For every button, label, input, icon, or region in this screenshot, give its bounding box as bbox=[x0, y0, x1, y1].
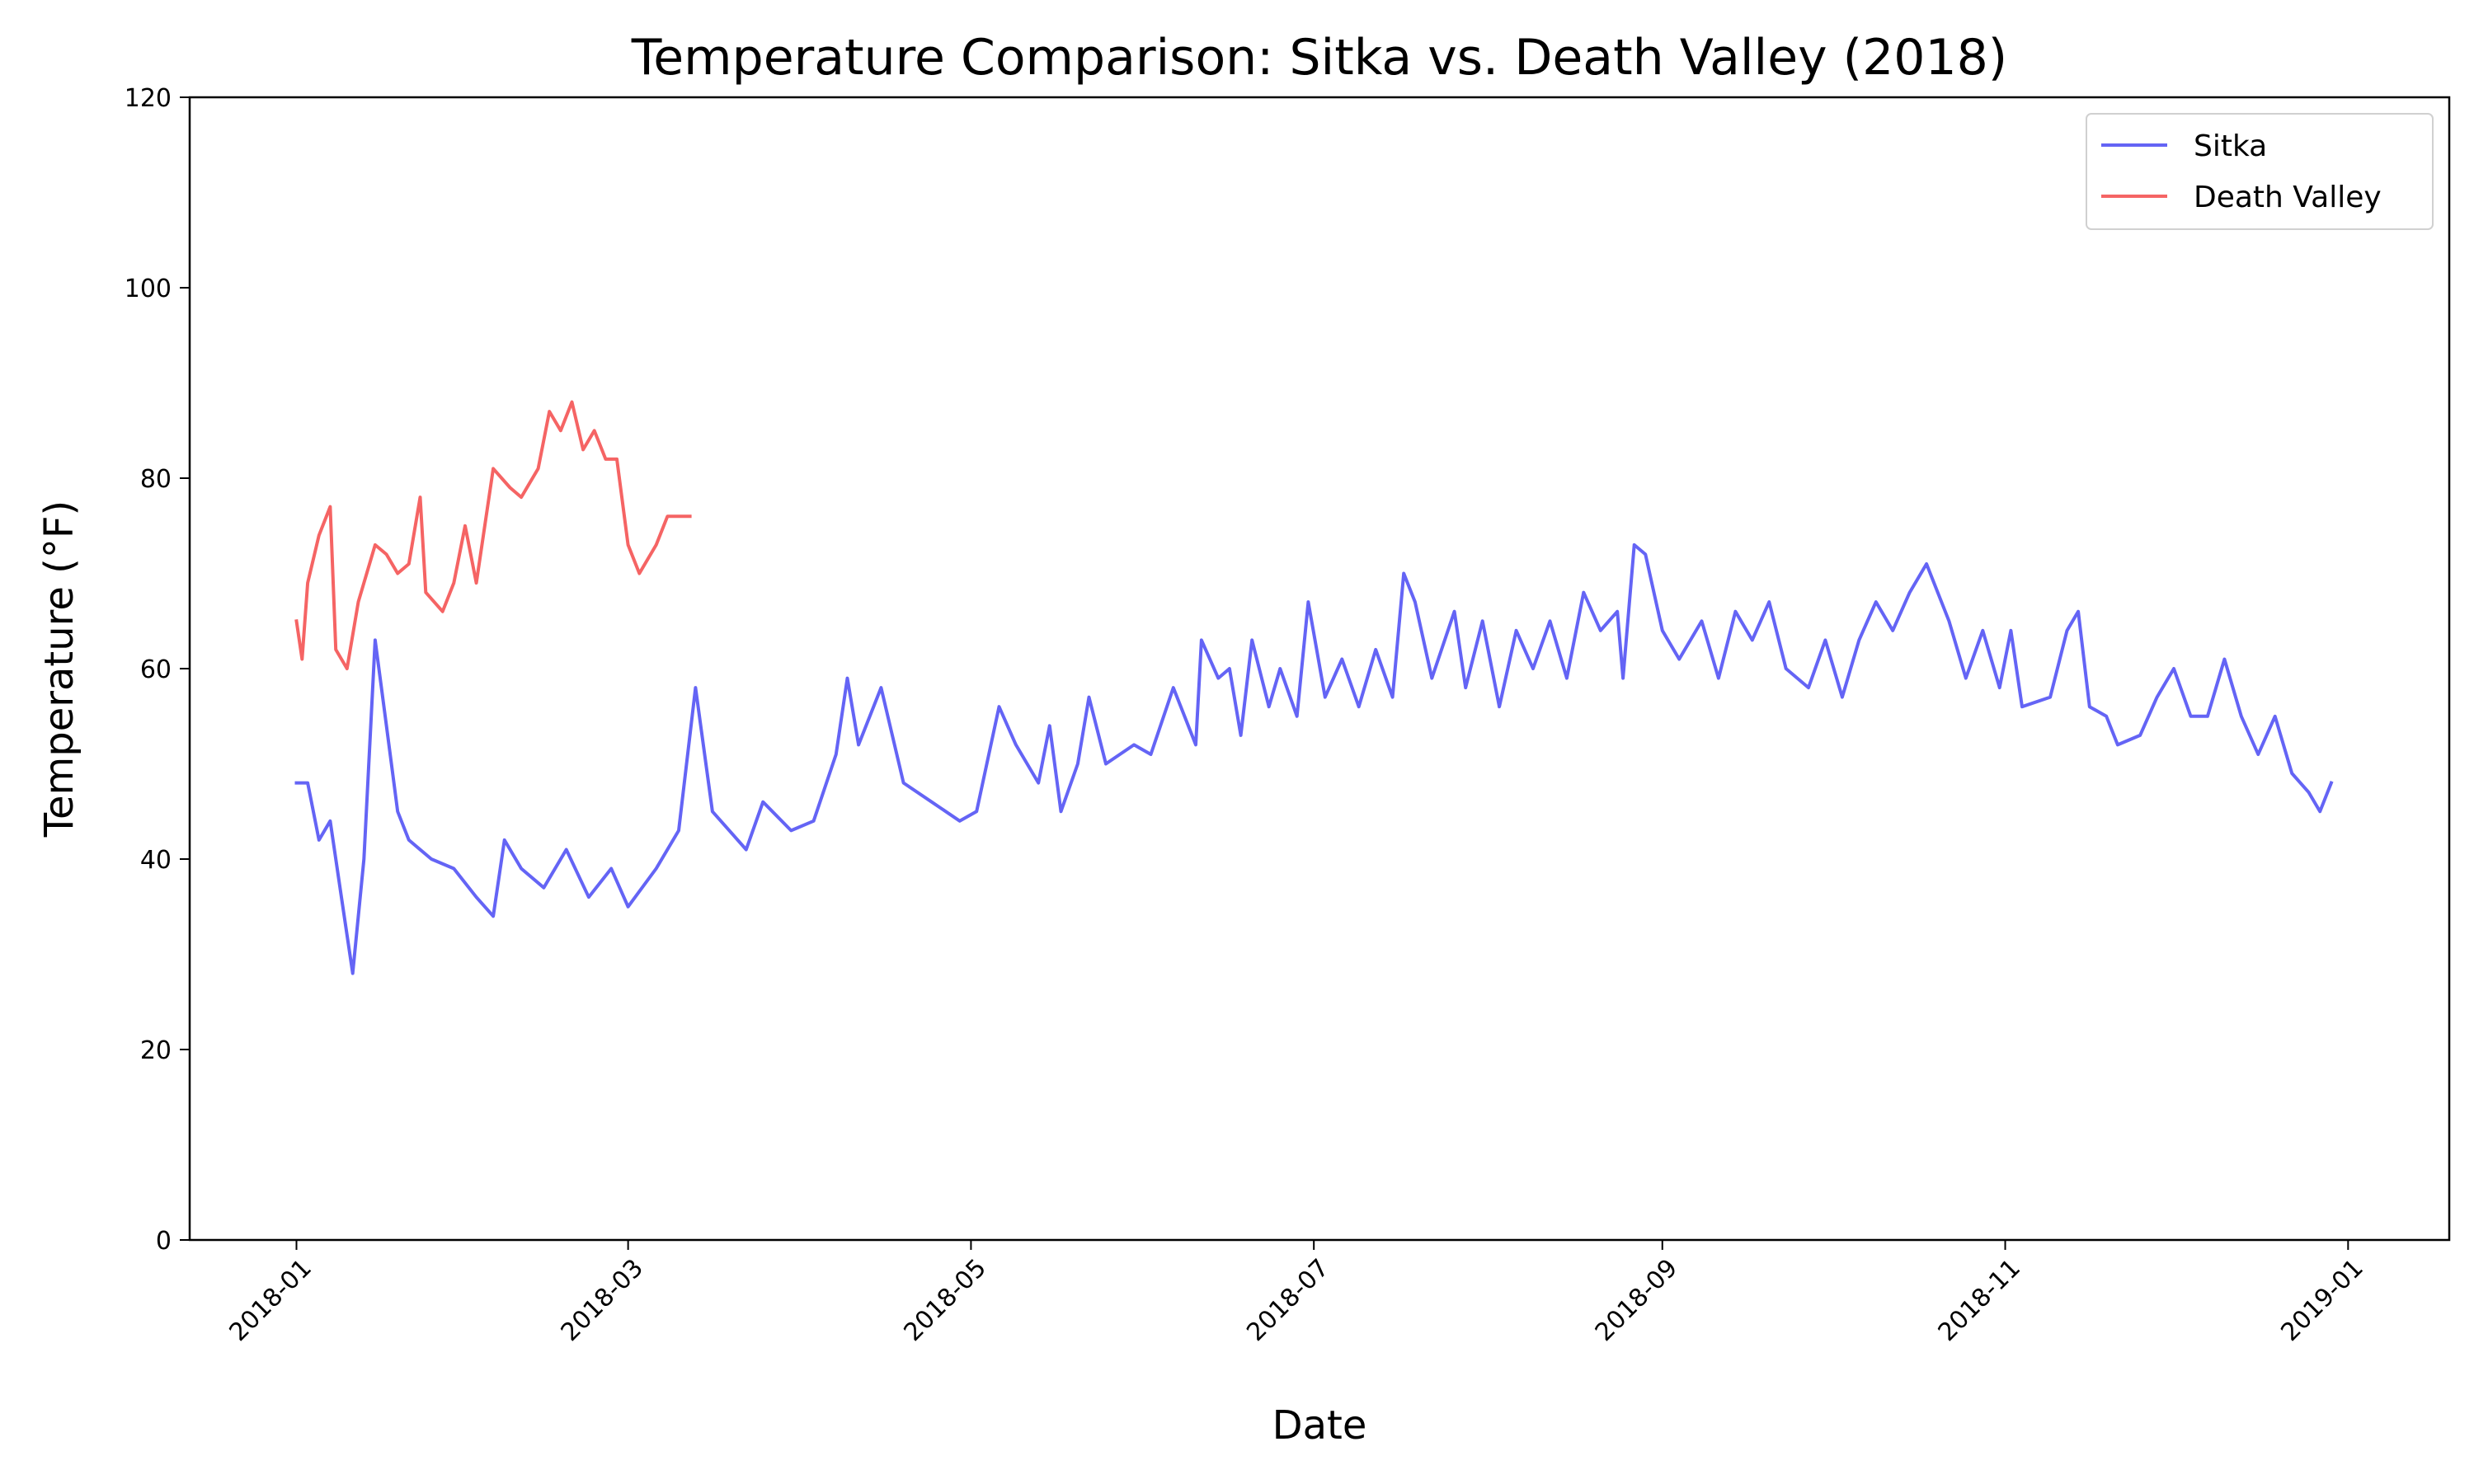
y-tick-label: 0 bbox=[156, 1227, 172, 1256]
x-axis-label: Date bbox=[1272, 1402, 1367, 1449]
series-line-sitka bbox=[294, 542, 2334, 975]
chart-title: Temperature Comparison: Sitka vs. Death … bbox=[631, 29, 2007, 87]
y-axis: 0 20 40 60 80 100 120 bbox=[125, 84, 190, 1256]
legend-label-sitka: Sitka bbox=[2194, 129, 2267, 163]
y-tick-label: 60 bbox=[140, 655, 172, 684]
series-line-death-valley bbox=[294, 400, 692, 670]
legend: Sitka Death Valley bbox=[2086, 113, 2434, 230]
y-tick-label: 100 bbox=[125, 275, 172, 303]
y-axis-label: Temperature (°F) bbox=[36, 500, 82, 838]
series-layer bbox=[294, 400, 2334, 975]
y-tick-label: 20 bbox=[140, 1036, 172, 1065]
y-tick-label: 80 bbox=[140, 465, 172, 494]
y-tick-label: 120 bbox=[125, 84, 172, 113]
y-tick-label: 40 bbox=[140, 846, 172, 875]
legend-box bbox=[2086, 113, 2434, 230]
legend-label-death-valley: Death Valley bbox=[2194, 181, 2382, 214]
